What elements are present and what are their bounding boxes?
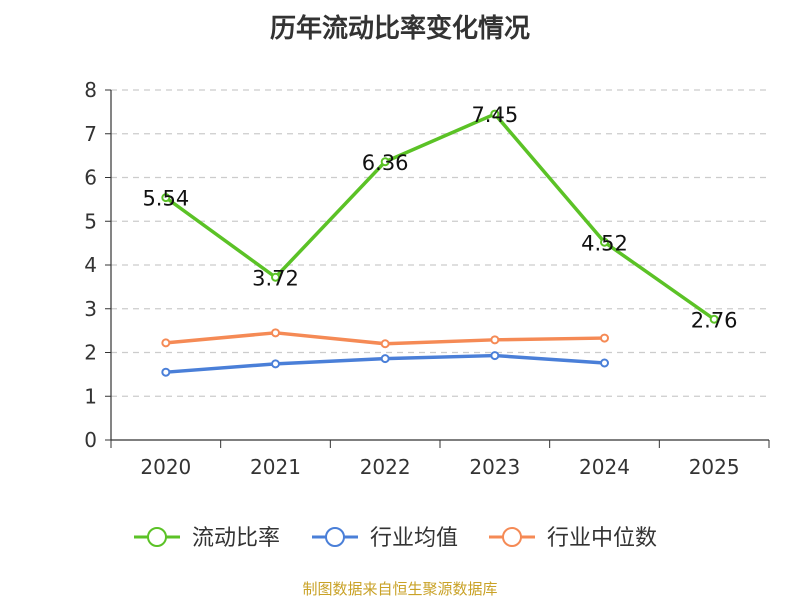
data-point <box>490 351 500 361</box>
data-label: 6.36 <box>362 151 409 175</box>
data-point <box>161 193 171 203</box>
data-point <box>380 354 390 364</box>
data-label: 4.52 <box>581 231 628 255</box>
legend-swatch-marker <box>147 527 167 547</box>
y-tick-label: 3 <box>84 297 97 321</box>
x-tick-label: 2023 <box>469 455 520 479</box>
data-point <box>161 338 171 348</box>
y-tick-label: 8 <box>84 78 97 102</box>
x-tick-label: 2020 <box>140 455 191 479</box>
data-point <box>271 272 280 282</box>
data-point <box>271 359 280 369</box>
data-label: 7.45 <box>471 103 518 127</box>
legend-label: 流动比率 <box>192 526 280 551</box>
y-tick-label: 4 <box>84 253 97 277</box>
y-tick-label: 1 <box>84 384 97 408</box>
series-line-1 <box>164 112 716 321</box>
legend-swatch-marker <box>502 527 522 547</box>
data-point <box>600 333 609 343</box>
data-point <box>709 314 719 324</box>
data-point <box>490 335 500 345</box>
data-point <box>600 358 609 368</box>
legend-swatch-marker <box>325 527 345 547</box>
chart-title: 历年流动比率变化情况 <box>269 14 530 44</box>
data-label: 5.54 <box>142 187 189 211</box>
legend-label: 行业均值 <box>370 526 458 551</box>
x-tick-label: 2021 <box>250 455 301 479</box>
legend-label: 行业中位数 <box>547 526 657 551</box>
x-tick-label: 2024 <box>579 455 630 479</box>
data-label: 2.76 <box>691 308 738 332</box>
y-tick-label: 2 <box>84 341 97 365</box>
data-point <box>600 237 609 247</box>
data-point <box>490 109 500 119</box>
data-point <box>161 367 171 377</box>
y-tick-label: 0 <box>84 428 97 452</box>
data-point <box>380 339 390 349</box>
x-tick-label: 2025 <box>689 455 740 479</box>
y-tick-label: 6 <box>84 166 97 190</box>
y-tick-label: 5 <box>84 209 97 233</box>
data-point <box>380 157 390 167</box>
data-label: 3.72 <box>252 266 299 290</box>
y-tick-label: 7 <box>84 122 97 146</box>
x-tick-label: 2022 <box>360 455 411 479</box>
source-note: 制图数据来自恒生聚源数据库 <box>302 580 498 598</box>
data-point <box>271 328 280 338</box>
